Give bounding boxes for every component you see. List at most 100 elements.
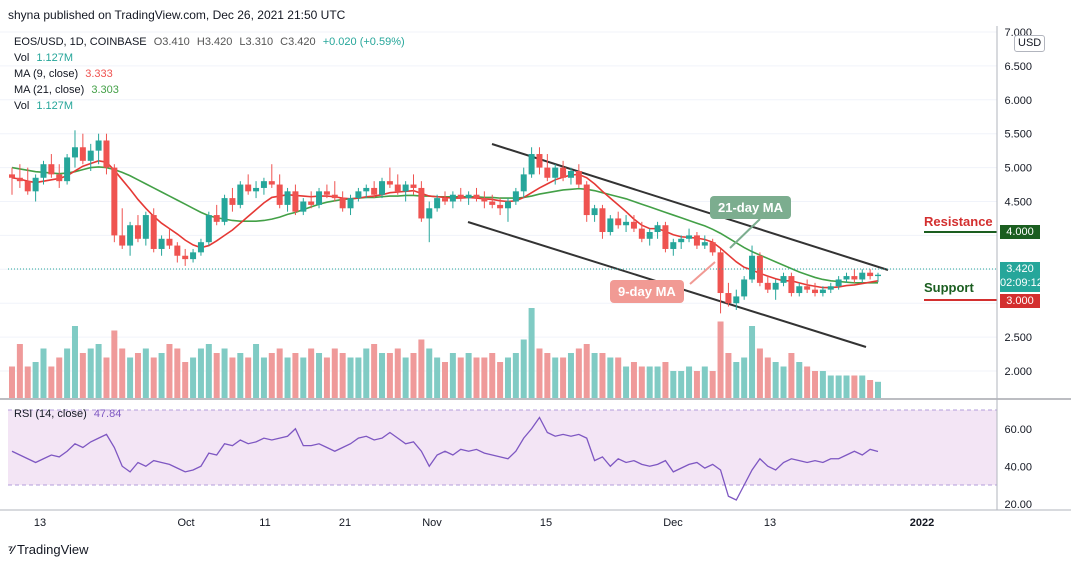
candle-body (363, 187, 370, 192)
candle-body (843, 276, 850, 280)
volume-bar (434, 357, 441, 398)
volume-bar (48, 366, 55, 398)
support-price-tag: 3.000 (1000, 294, 1040, 308)
candle-body (245, 184, 252, 192)
rsi-tick-label: 40.00 (1004, 461, 1032, 473)
candle-body (497, 204, 504, 209)
tradingview-logo-icon: ⁷⁄ (8, 542, 14, 557)
ma21-annotation: 21-day MA (710, 196, 792, 219)
price-chart-svg[interactable]: 7.0006.5006.0005.5005.0004.5002.5002.000… (0, 26, 1071, 536)
candle-body (190, 252, 197, 260)
candle-body (205, 215, 212, 243)
candle-body (434, 198, 441, 209)
candle-body (465, 194, 472, 199)
volume-bar (599, 353, 606, 398)
volume-bar (253, 344, 260, 398)
candle-body (646, 232, 653, 239)
volume-bar (875, 381, 881, 398)
volume-bar (410, 353, 417, 398)
price-tick-label: 6.500 (1004, 61, 1032, 73)
time-tick-label: 13 (34, 517, 46, 529)
candle-body (859, 272, 866, 280)
volume-bar (64, 348, 71, 398)
volume-bar (843, 375, 850, 398)
candle-body (119, 235, 126, 246)
volume-bar (552, 357, 559, 398)
candle-body (339, 198, 346, 209)
candle-body (827, 286, 834, 290)
chart-area[interactable]: 7.000 6.500 6.000 5.500 5.000 4.500 2.500 2.000… (0, 26, 1071, 536)
legend-ma9: MA (9, close) 3.333 (14, 66, 117, 82)
volume-bar (292, 353, 299, 398)
candle-body (591, 208, 598, 216)
candle-body (24, 181, 31, 192)
candle-body (457, 194, 464, 199)
candle-body (654, 225, 661, 233)
candle-body (9, 174, 15, 178)
candle-body (638, 228, 645, 239)
volume-bar (111, 330, 118, 398)
volume-bar (544, 353, 551, 398)
volume-bar (276, 348, 283, 398)
candle-body (197, 242, 204, 253)
volume-bar (237, 353, 244, 398)
candle-body (166, 238, 173, 246)
candle-body (552, 167, 559, 178)
candle-body (16, 177, 23, 182)
volume-bar (347, 357, 354, 398)
volume-bar (150, 357, 157, 398)
volume-bar (796, 362, 803, 398)
volume-bar (134, 353, 141, 398)
volume-bar (394, 348, 401, 398)
volume-bar (40, 348, 47, 398)
candle-body (772, 282, 779, 290)
volume-bar (16, 344, 23, 398)
candle-body (134, 225, 141, 239)
volume-bar (323, 357, 330, 398)
volume-bar (87, 348, 94, 398)
candle-body (741, 279, 748, 297)
candle-body (615, 218, 622, 226)
volume-bar (591, 353, 598, 398)
volume-bar (851, 375, 858, 398)
candle-body (71, 147, 78, 158)
volume-bar (316, 353, 323, 398)
volume-bar (197, 348, 204, 398)
volume-bar (693, 371, 700, 398)
legend-change: +0.020 (+0.59%) (322, 36, 405, 48)
support-label: Support (924, 280, 974, 295)
candle-body (623, 221, 630, 226)
legend-vol-label: Vol (14, 52, 30, 64)
candle-body (536, 154, 543, 168)
volume-bar (567, 353, 574, 398)
price-tick-label: 4.500 (1004, 197, 1032, 209)
candle-body (607, 218, 614, 233)
candle-body (725, 293, 732, 304)
price-tick-label: 2.500 (1004, 332, 1032, 344)
candle-body (867, 272, 874, 277)
candle-body (418, 187, 425, 219)
volume-bar (473, 357, 480, 398)
volume-bar (418, 339, 425, 398)
volume-bar (300, 357, 307, 398)
candle-body (237, 184, 244, 205)
rsi-axis-labels: 60.00 40.00 20.00 (1004, 424, 1032, 511)
candle-body (253, 187, 260, 192)
candle-body (213, 215, 220, 222)
currency-badge[interactable]: USD (1014, 35, 1046, 52)
countdown-value: 02:09:12 (1000, 277, 1043, 289)
candle-body (158, 238, 165, 249)
candle-body (316, 191, 323, 205)
candle-body (103, 140, 110, 168)
volume-bar (788, 353, 795, 398)
candle-body (835, 279, 842, 287)
volume-bar (56, 357, 63, 398)
legend-main: EOS/USD, 1D, COINBASE O3.410 H3.420 L3.3… (14, 34, 409, 50)
rsi-tick-label: 60.00 (1004, 424, 1032, 436)
footer-brand[interactable]: ⁷⁄ TradingView (8, 542, 89, 557)
volume-bar (182, 362, 189, 398)
volume-bar (465, 353, 472, 398)
volume-bar (71, 326, 78, 398)
ma9-annotation-pointer (689, 261, 716, 285)
